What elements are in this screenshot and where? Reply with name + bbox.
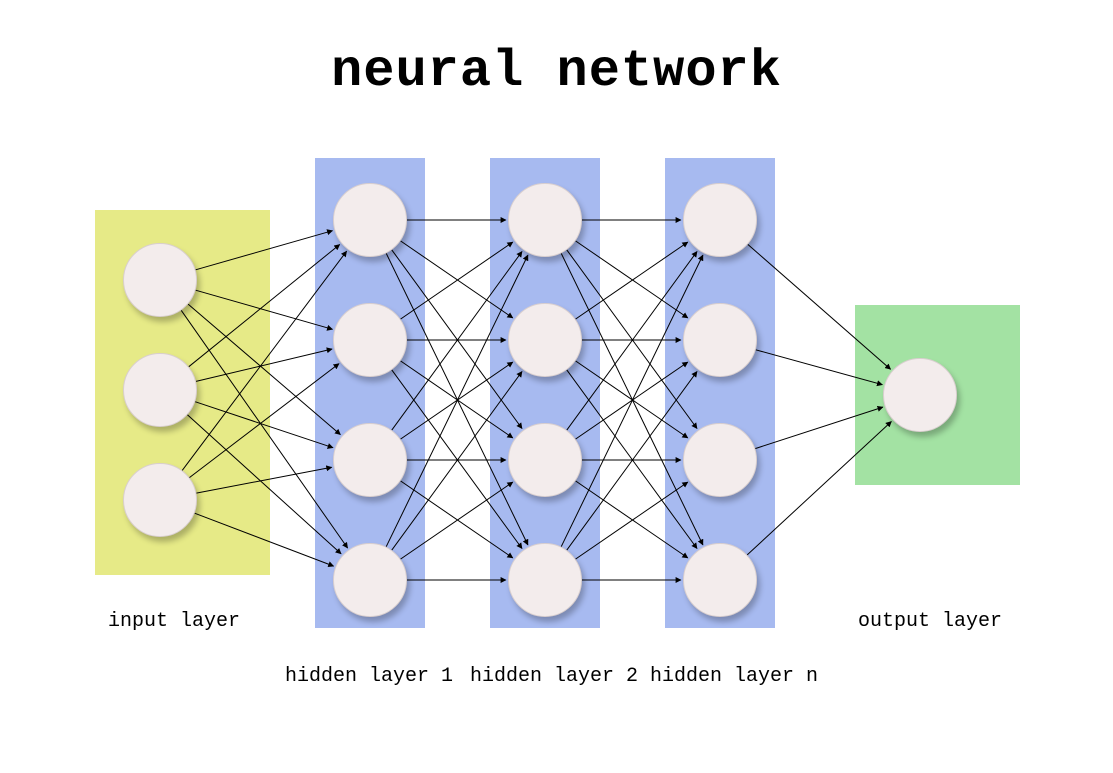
node-output-0 <box>883 358 957 432</box>
node-hidden2-1 <box>508 303 582 377</box>
layer-label-hiddenN: hidden layer n <box>650 665 818 688</box>
node-hidden1-0 <box>333 183 407 257</box>
node-hiddenN-2 <box>683 423 757 497</box>
diagram-title: neural network <box>0 42 1113 101</box>
layer-label-hidden1: hidden layer 1 <box>285 665 453 688</box>
node-hidden1-2 <box>333 423 407 497</box>
node-hiddenN-0 <box>683 183 757 257</box>
node-hiddenN-3 <box>683 543 757 617</box>
node-hidden2-3 <box>508 543 582 617</box>
node-hidden2-0 <box>508 183 582 257</box>
node-input-1 <box>123 353 197 427</box>
node-input-0 <box>123 243 197 317</box>
layer-label-hidden2: hidden layer 2 <box>470 665 638 688</box>
layer-label-output: output layer <box>858 610 1002 633</box>
node-hidden2-2 <box>508 423 582 497</box>
node-hidden1-3 <box>333 543 407 617</box>
node-hidden1-1 <box>333 303 407 377</box>
layer-label-input: input layer <box>108 610 240 633</box>
node-input-2 <box>123 463 197 537</box>
node-hiddenN-1 <box>683 303 757 377</box>
